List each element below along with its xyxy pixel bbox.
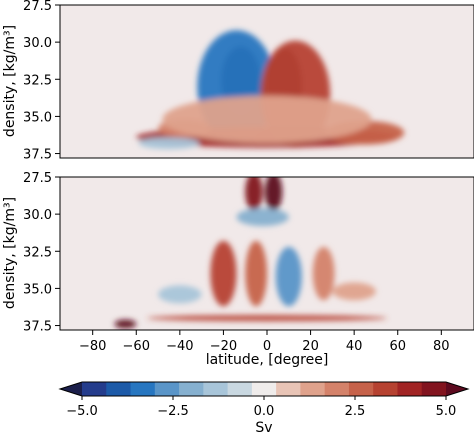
colorbar-segment — [203, 382, 229, 396]
colorbar-tick-label: 5.0 — [436, 404, 457, 419]
y-tick-label: 27.5 — [23, 0, 52, 14]
bottom-y-axis: 27.5 30.0 32.5 35.0 37.5 — [23, 171, 60, 335]
colorbar-extend-max — [446, 382, 468, 396]
field-anomaly-1-3 — [210, 240, 237, 307]
colorbar-tick-label: 0.0 — [254, 404, 275, 419]
x-tick-label: −40 — [166, 339, 193, 354]
y-tick-label: 35.0 — [23, 282, 52, 297]
colorbar-segment — [276, 382, 301, 396]
bottom-xlabel: latitude, [degree] — [206, 352, 329, 368]
x-tick-label: 60 — [389, 339, 406, 354]
x-tick-label: 0 — [263, 339, 271, 354]
y-tick-label: 32.5 — [23, 245, 52, 260]
field-anomaly-0-7 — [138, 137, 200, 150]
colorbar-ticks: −5.0 −2.5 0.0 2.5 5.0 — [66, 396, 456, 419]
field-anomaly-1-10 — [114, 319, 137, 329]
y-tick-label: 27.5 — [23, 171, 52, 186]
colorbar-segment — [154, 382, 180, 396]
field-anomaly-1-9 — [147, 315, 387, 322]
bottom-panel: 27.5 30.0 32.5 35.0 37.5 −80 −60 −40 −20 0 20 40 60… — [2, 171, 474, 368]
colorbar-segment — [106, 382, 132, 396]
bottom-x-axis: −80 −60 −40 −20 0 20 40 60 80 — [79, 330, 450, 354]
bottom-ylabel: density, [kg/m³] — [2, 197, 18, 309]
colorbar-segment — [251, 382, 277, 396]
bottom-field — [114, 177, 387, 329]
colorbar-segments — [58, 381, 470, 397]
y-tick-label: 30.0 — [23, 36, 52, 51]
colorbar-segment — [82, 382, 107, 396]
colorbar-segment — [130, 382, 156, 396]
y-tick-label: 35.0 — [23, 110, 52, 125]
colorbar: −5.0 −2.5 0.0 2.5 5.0 Sv — [58, 381, 470, 434]
y-tick-label: 37.5 — [23, 148, 52, 163]
x-tick-label: 40 — [346, 339, 363, 354]
colorbar-label: Sv — [255, 420, 272, 434]
field-anomaly-1-7 — [158, 285, 202, 304]
colorbar-segment — [179, 382, 204, 396]
colorbar-segment — [397, 382, 423, 396]
x-tick-label: −20 — [210, 339, 237, 354]
y-tick-label: 32.5 — [23, 73, 52, 88]
colorbar-tick-label: −2.5 — [157, 404, 189, 419]
x-tick-label: −80 — [79, 339, 106, 354]
colorbar-tick-label: −5.0 — [66, 404, 98, 419]
top-ylabel: density, [kg/m³] — [2, 25, 18, 137]
field-anomaly-1-8 — [332, 282, 376, 301]
colorbar-extend-min — [60, 382, 82, 396]
colorbar-segment — [324, 382, 350, 396]
top-field — [136, 30, 405, 150]
colorbar-segment — [227, 382, 253, 396]
field-anomaly-1-5 — [275, 246, 302, 307]
y-tick-label: 37.5 — [23, 320, 52, 335]
colorbar-segment — [373, 382, 398, 396]
x-tick-label: 80 — [433, 339, 450, 354]
field-anomaly-1-4 — [245, 240, 267, 307]
x-tick-label: 20 — [302, 339, 319, 354]
field-anomaly-0-8 — [162, 95, 372, 144]
colorbar-tick-label: 2.5 — [345, 404, 366, 419]
field-anomaly-1-1 — [264, 177, 283, 212]
field-anomaly-1-6 — [312, 246, 335, 301]
field-anomaly-1-0 — [245, 177, 263, 212]
colorbar-segment — [421, 382, 447, 396]
top-y-axis: 27.5 30.0 32.5 35.0 37.5 — [23, 0, 60, 163]
colorbar-segment — [348, 382, 374, 396]
colorbar-segment — [300, 382, 326, 396]
y-tick-label: 30.0 — [23, 208, 52, 223]
x-tick-label: −60 — [123, 339, 150, 354]
top-panel: 27.5 30.0 32.5 35.0 37.5 density, [kg/m³] — [2, 0, 474, 163]
field-anomaly-1-2 — [236, 208, 289, 227]
